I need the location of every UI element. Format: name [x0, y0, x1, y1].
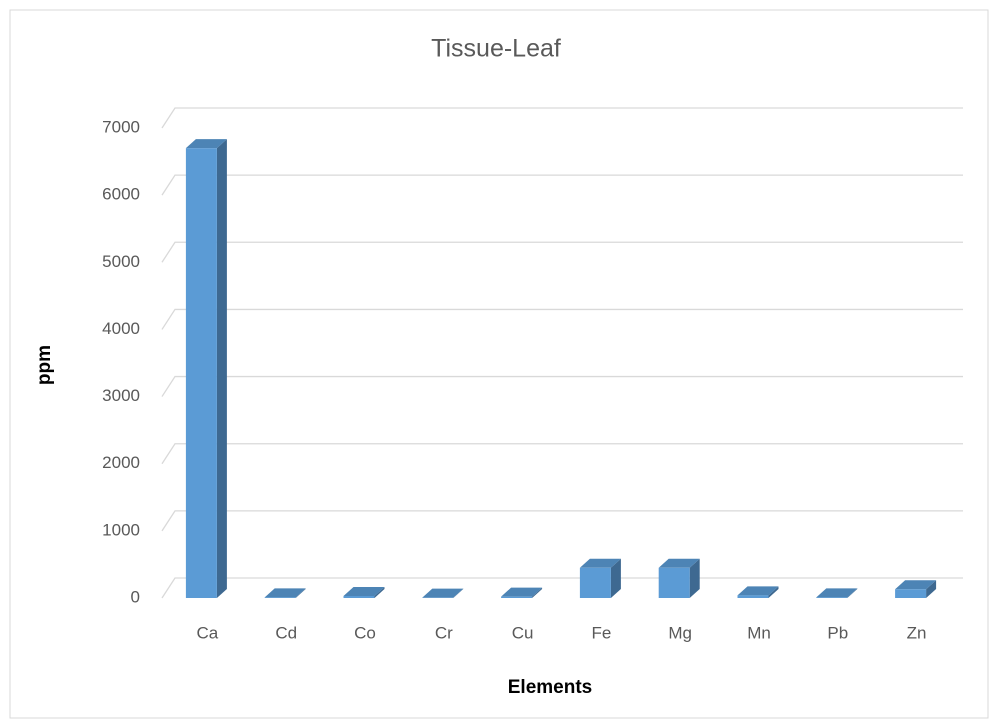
bar-side: [295, 588, 306, 598]
bar: [737, 595, 769, 598]
y-tick-label: 2000: [102, 453, 140, 472]
bar-top: [816, 588, 858, 598]
bar-side: [689, 558, 700, 598]
y-tick-label: 1000: [102, 520, 140, 539]
grid-line: [161, 107, 963, 129]
bar-top: [185, 139, 227, 149]
bar-side: [847, 588, 858, 598]
x-tick-label: Fe: [591, 623, 611, 642]
x-tick-label: Pb: [827, 623, 848, 642]
bar: [579, 567, 611, 598]
x-tick-label: Zn: [907, 623, 927, 642]
y-tick-label: 5000: [102, 252, 140, 271]
bar: [343, 595, 375, 598]
y-tick-label: 0: [131, 587, 140, 606]
bar-side: [453, 588, 464, 598]
x-tick-label: Mn: [747, 623, 771, 642]
grid-line: [161, 577, 963, 599]
bar-top: [501, 587, 543, 597]
grid-line: [161, 174, 963, 196]
x-tick-label: Cd: [275, 623, 297, 642]
bar-side: [374, 586, 385, 598]
bar-top: [737, 586, 779, 596]
grid-line: [161, 443, 963, 465]
bar: [895, 589, 927, 598]
bar-side: [532, 587, 543, 598]
bar: [816, 597, 848, 598]
x-tick-label: Cr: [435, 623, 453, 642]
bar-top: [422, 588, 464, 598]
bar-top: [343, 586, 385, 596]
x-tick-label: Cu: [512, 623, 534, 642]
y-axis-title: ppm: [34, 345, 55, 385]
grid-line: [161, 241, 963, 263]
x-tick-label: Mg: [668, 623, 692, 642]
y-tick-label: 6000: [102, 185, 140, 204]
bar-side: [768, 586, 779, 598]
bar-top: [658, 558, 700, 568]
chart-border: [9, 9, 989, 719]
bar-side: [610, 558, 621, 598]
bar-top: [895, 580, 937, 590]
x-tick-label: Co: [354, 623, 376, 642]
x-tick-label: Ca: [197, 623, 219, 642]
bar-top: [264, 588, 306, 598]
x-axis-title: Elements: [508, 677, 592, 698]
bar-side: [216, 139, 227, 598]
y-tick-label: 3000: [102, 386, 140, 405]
y-tick-label: 4000: [102, 319, 140, 338]
bar: [264, 597, 296, 598]
bar: [185, 148, 217, 598]
y-tick-label: 7000: [102, 117, 140, 136]
chart-title: Tissue-Leaf: [431, 35, 561, 63]
grid-line: [161, 375, 963, 397]
bar-side: [926, 580, 937, 598]
bar: [658, 567, 690, 598]
bar-top: [579, 558, 621, 568]
grid-line: [161, 510, 963, 532]
bar: [501, 596, 533, 598]
grid-line: [161, 308, 963, 330]
